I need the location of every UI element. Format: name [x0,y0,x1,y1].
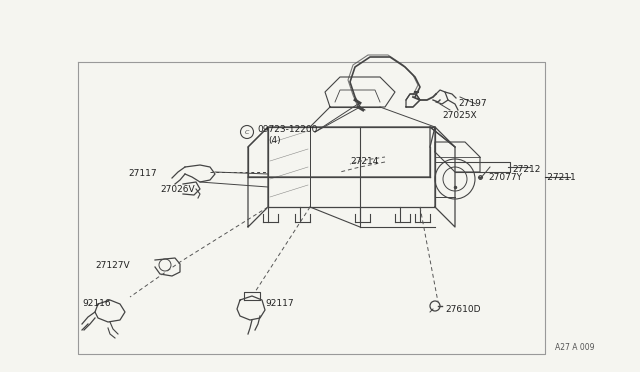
Text: (4): (4) [268,135,280,144]
Text: A27 A 009: A27 A 009 [555,343,595,352]
Text: C: C [245,129,249,135]
Text: 27077Y: 27077Y [488,173,522,182]
Text: 27026V: 27026V [160,186,195,195]
Text: 27610D: 27610D [445,305,481,314]
Text: 92117: 92117 [265,299,294,308]
Text: 92116: 92116 [82,299,111,308]
Text: 09723-12200: 09723-12200 [257,125,317,135]
Text: 27214: 27214 [350,157,378,167]
Text: 27117: 27117 [128,170,157,179]
Text: -27211: -27211 [545,173,577,182]
Text: 27212: 27212 [512,166,540,174]
Text: 27127V: 27127V [95,260,130,269]
Text: 27025X: 27025X [442,110,477,119]
Text: 27197: 27197 [458,99,486,109]
